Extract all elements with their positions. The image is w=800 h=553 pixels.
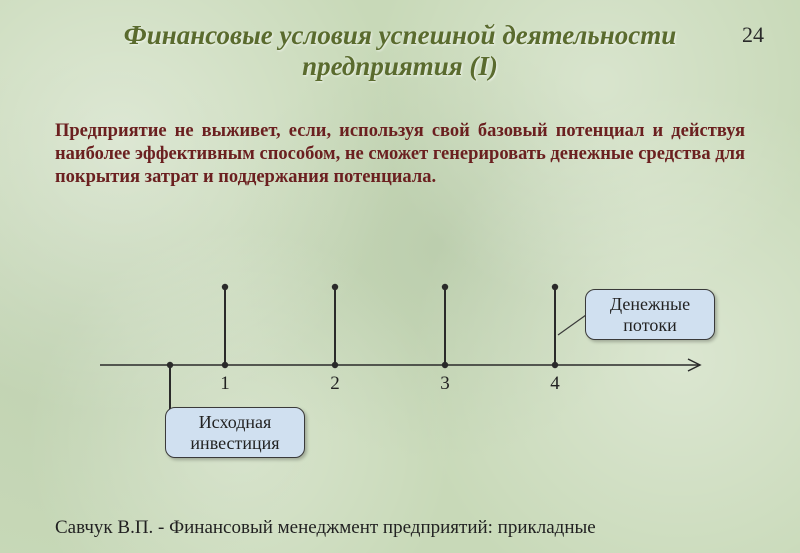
page-number: 24 (742, 22, 764, 48)
callout-init-line2: инвестиция (180, 433, 290, 454)
slide-title: Финансовые условия успешной деятельности… (0, 0, 800, 82)
callout-initial-investment: Исходная инвестиция (165, 407, 305, 458)
body-paragraph: Предприятие не выживет, если, используя … (55, 120, 745, 189)
svg-text:2: 2 (330, 373, 340, 394)
callout-cash-line1: Денежные (600, 294, 700, 315)
svg-text:1: 1 (220, 373, 230, 394)
footer-citation: Савчук В.П. - Финансовый менеджмент пред… (55, 517, 745, 539)
callout-cash-line2: потоки (600, 315, 700, 336)
svg-text:4: 4 (550, 373, 560, 394)
callout-cash-flows: Денежные потоки (585, 289, 715, 340)
svg-text:3: 3 (440, 373, 450, 394)
callout-init-line1: Исходная (180, 412, 290, 433)
cashflow-diagram: 1 2 3 4 Денежные потоки Исходная инвестиция (0, 265, 800, 485)
